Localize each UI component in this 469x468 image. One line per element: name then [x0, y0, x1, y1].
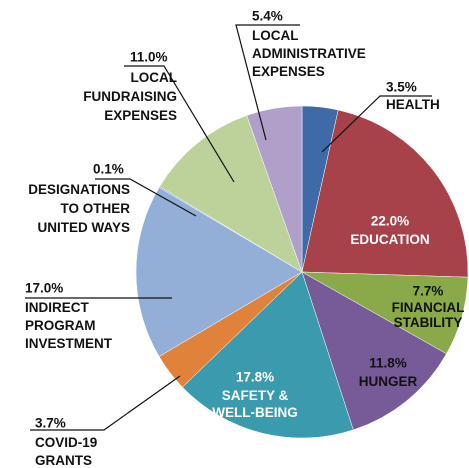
category-line: INVESTMENT	[25, 336, 113, 351]
leader-line	[95, 178, 197, 217]
category-line: GRANTS	[35, 453, 92, 468]
pie-slice	[301, 109, 469, 278]
category-line: TO OTHER	[60, 201, 130, 216]
value-label: 17.0%	[25, 281, 63, 296]
value-label: 11.8%	[369, 356, 407, 371]
category-line: EXPENSES	[104, 108, 177, 123]
category-line: EDUCATION	[350, 232, 429, 247]
category-line: DESIGNATIONS	[28, 182, 130, 197]
leader-line	[321, 95, 432, 153]
category-line: HUNGER	[359, 374, 418, 389]
value-label: 17.8%	[236, 370, 274, 385]
category-line: LOCAL	[252, 28, 299, 43]
category-line: STABILITY	[394, 315, 463, 330]
category-label: HUNGER	[359, 374, 418, 389]
category-line: LOCAL	[131, 70, 178, 85]
value-label: 11.0%	[130, 50, 168, 65]
category-line: ADMINISTRATIVE	[252, 46, 366, 61]
category-label: SAFETY & WELL-BEING	[212, 388, 298, 420]
category-label: HEALTH	[386, 97, 440, 112]
category-line: WELL-BEING	[212, 405, 298, 420]
category-label: LOCAL FUNDRAISING EXPENSES	[83, 70, 177, 123]
category-label: DESIGNATIONS TO OTHER UNITED WAYS	[28, 182, 130, 235]
value-label: 3.5%	[386, 80, 417, 95]
category-line: COVID-19	[35, 435, 97, 450]
category-label: INDIRECT PROGRAM INVESTMENT	[25, 300, 113, 351]
category-line: UNITED WAYS	[37, 220, 130, 235]
category-label: FINANCIAL STABILITY	[392, 300, 465, 330]
category-label: EDUCATION	[350, 232, 429, 247]
category-label: COVID-19 GRANTS	[35, 435, 97, 468]
pie-slice	[246, 105, 303, 273]
value-label: 0.1%	[93, 162, 124, 177]
value-label: 5.4%	[252, 9, 283, 24]
pie-slice	[182, 271, 354, 439]
leader-line	[124, 65, 235, 183]
value-label: 7.7%	[413, 284, 444, 299]
category-label: LOCAL ADMINISTRATIVE EXPENSES	[252, 28, 366, 79]
pie-slice	[135, 187, 303, 357]
category-line: EXPENSES	[252, 64, 325, 79]
category-line: SAFETY &	[222, 388, 289, 403]
leader-line	[235, 24, 300, 141]
leader-line	[30, 375, 181, 431]
value-label: 22.0%	[371, 214, 409, 229]
category-line: FINANCIAL	[392, 300, 465, 315]
value-label: 3.7%	[35, 416, 66, 431]
category-line: HEALTH	[386, 97, 440, 112]
category-line: FUNDRAISING	[83, 89, 177, 104]
pie-slice	[301, 271, 447, 431]
category-line: PROGRAM	[25, 318, 96, 333]
pie-slice	[159, 115, 303, 273]
category-line: INDIRECT	[25, 300, 90, 315]
